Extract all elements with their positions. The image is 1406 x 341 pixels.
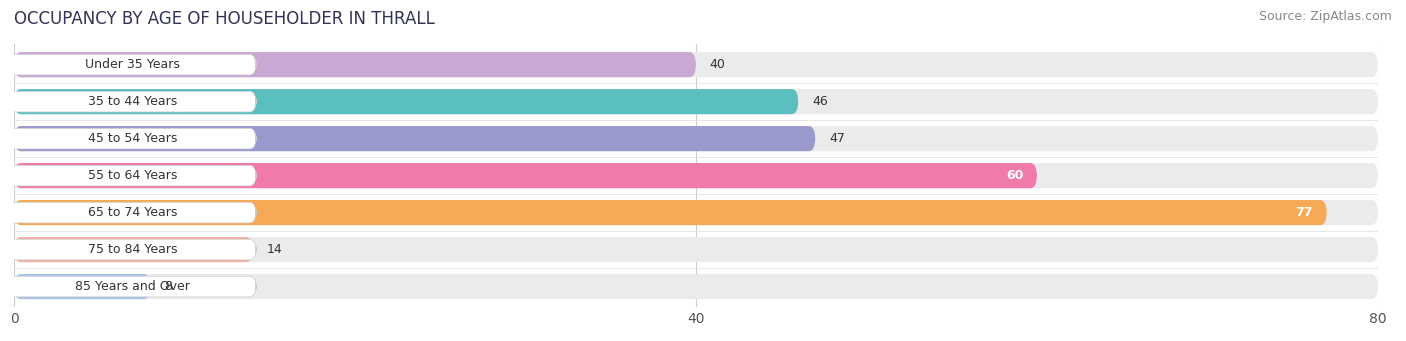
Text: Under 35 Years: Under 35 Years <box>86 58 180 71</box>
FancyBboxPatch shape <box>14 126 815 151</box>
FancyBboxPatch shape <box>14 274 1378 299</box>
Text: 47: 47 <box>830 132 845 145</box>
Text: 75 to 84 Years: 75 to 84 Years <box>87 243 177 256</box>
FancyBboxPatch shape <box>8 128 256 149</box>
Text: 8: 8 <box>165 280 172 293</box>
Text: 35 to 44 Years: 35 to 44 Years <box>89 95 177 108</box>
FancyBboxPatch shape <box>14 52 1378 77</box>
Text: 45 to 54 Years: 45 to 54 Years <box>87 132 177 145</box>
FancyBboxPatch shape <box>14 52 696 77</box>
FancyBboxPatch shape <box>14 237 1378 262</box>
FancyBboxPatch shape <box>8 91 256 112</box>
FancyBboxPatch shape <box>14 200 1327 225</box>
FancyBboxPatch shape <box>14 163 1378 188</box>
Text: OCCUPANCY BY AGE OF HOUSEHOLDER IN THRALL: OCCUPANCY BY AGE OF HOUSEHOLDER IN THRAL… <box>14 10 434 28</box>
FancyBboxPatch shape <box>14 274 150 299</box>
FancyBboxPatch shape <box>14 200 1378 225</box>
Text: 85 Years and Over: 85 Years and Over <box>75 280 190 293</box>
FancyBboxPatch shape <box>8 202 256 223</box>
Text: 14: 14 <box>266 243 283 256</box>
FancyBboxPatch shape <box>8 276 256 297</box>
FancyBboxPatch shape <box>14 89 1378 114</box>
Text: 40: 40 <box>710 58 725 71</box>
Text: 77: 77 <box>1295 206 1313 219</box>
Text: 55 to 64 Years: 55 to 64 Years <box>87 169 177 182</box>
FancyBboxPatch shape <box>14 237 253 262</box>
Text: 60: 60 <box>1005 169 1024 182</box>
FancyBboxPatch shape <box>14 126 1378 151</box>
Text: Source: ZipAtlas.com: Source: ZipAtlas.com <box>1258 10 1392 23</box>
FancyBboxPatch shape <box>14 163 1038 188</box>
Text: 65 to 74 Years: 65 to 74 Years <box>87 206 177 219</box>
FancyBboxPatch shape <box>8 54 256 75</box>
FancyBboxPatch shape <box>8 165 256 186</box>
Text: 46: 46 <box>811 95 828 108</box>
FancyBboxPatch shape <box>14 89 799 114</box>
FancyBboxPatch shape <box>8 239 256 260</box>
